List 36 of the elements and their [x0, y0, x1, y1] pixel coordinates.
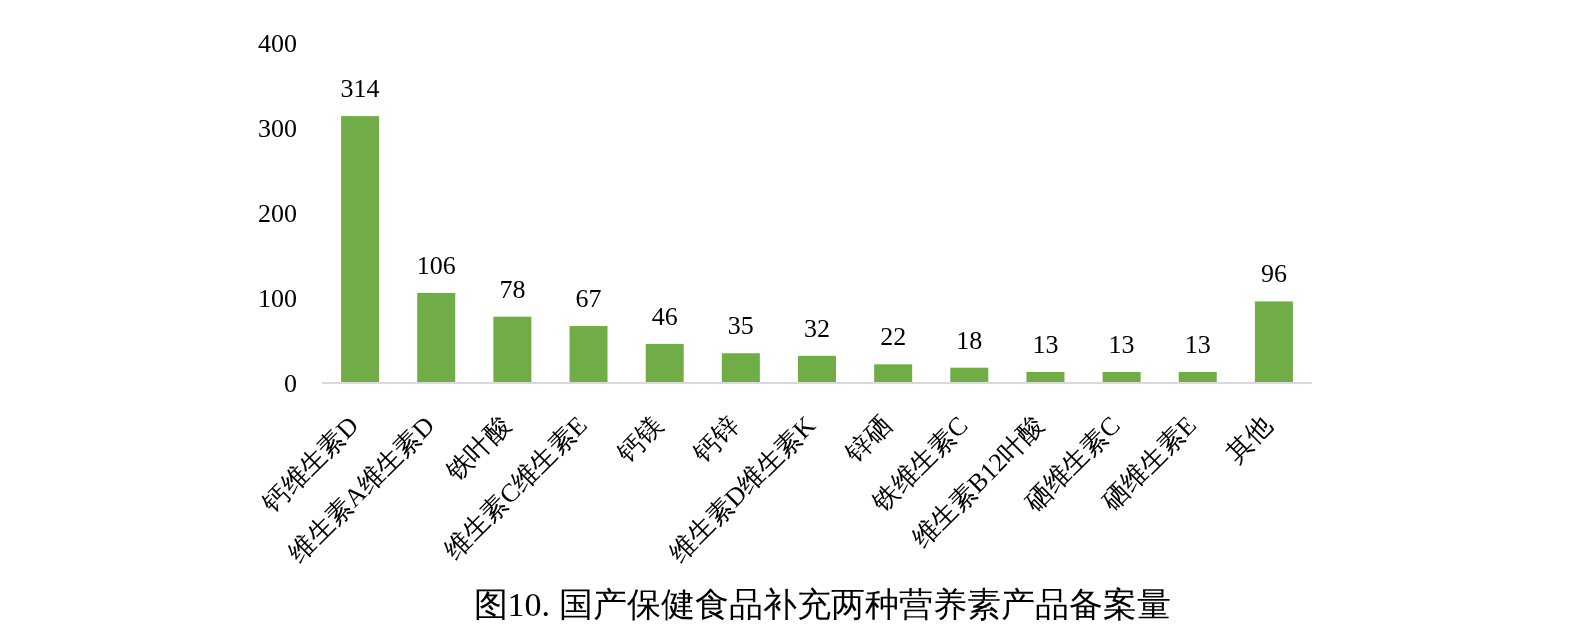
- bar: [950, 367, 989, 383]
- bar: [493, 316, 532, 383]
- bar: [721, 353, 760, 383]
- data-label: 32: [804, 313, 830, 343]
- bar: [1254, 301, 1293, 383]
- data-label: 46: [651, 301, 678, 331]
- y-tick-label: 0: [284, 369, 297, 399]
- bar: [874, 364, 913, 383]
- bar: [798, 355, 836, 383]
- x-tick-label: 锌硒: [839, 410, 898, 469]
- data-label: 22: [880, 322, 907, 352]
- bar: [1102, 371, 1141, 383]
- bar: [645, 343, 684, 383]
- data-label: 18: [956, 325, 983, 355]
- x-tick-label: 钙镁: [610, 410, 669, 469]
- data-label: 13: [1032, 329, 1059, 359]
- bar: [569, 326, 608, 383]
- y-tick-label: 100: [258, 284, 297, 314]
- x-tick-label: 钙锌: [686, 410, 745, 469]
- data-label: 13: [1108, 329, 1135, 359]
- bar: [1026, 371, 1065, 383]
- data-label: 314: [340, 74, 380, 104]
- bar: [1178, 371, 1217, 383]
- data-label: 67: [575, 284, 602, 314]
- x-tick-label: 其他: [1220, 410, 1279, 468]
- text: 图10. 国产保健食品补充两种营养素产品备案量: [473, 586, 1171, 623]
- y-tick-label: 300: [258, 114, 297, 144]
- y-tick-label: 200: [258, 199, 297, 229]
- data-label: 78: [499, 274, 526, 304]
- data-label: 96: [1260, 259, 1287, 289]
- data-label: 35: [727, 311, 754, 341]
- y-tick-label: 400: [258, 29, 297, 59]
- bar: [417, 292, 456, 383]
- data-label: 13: [1184, 329, 1211, 359]
- bar: [341, 116, 380, 383]
- data-label: 106: [416, 250, 456, 280]
